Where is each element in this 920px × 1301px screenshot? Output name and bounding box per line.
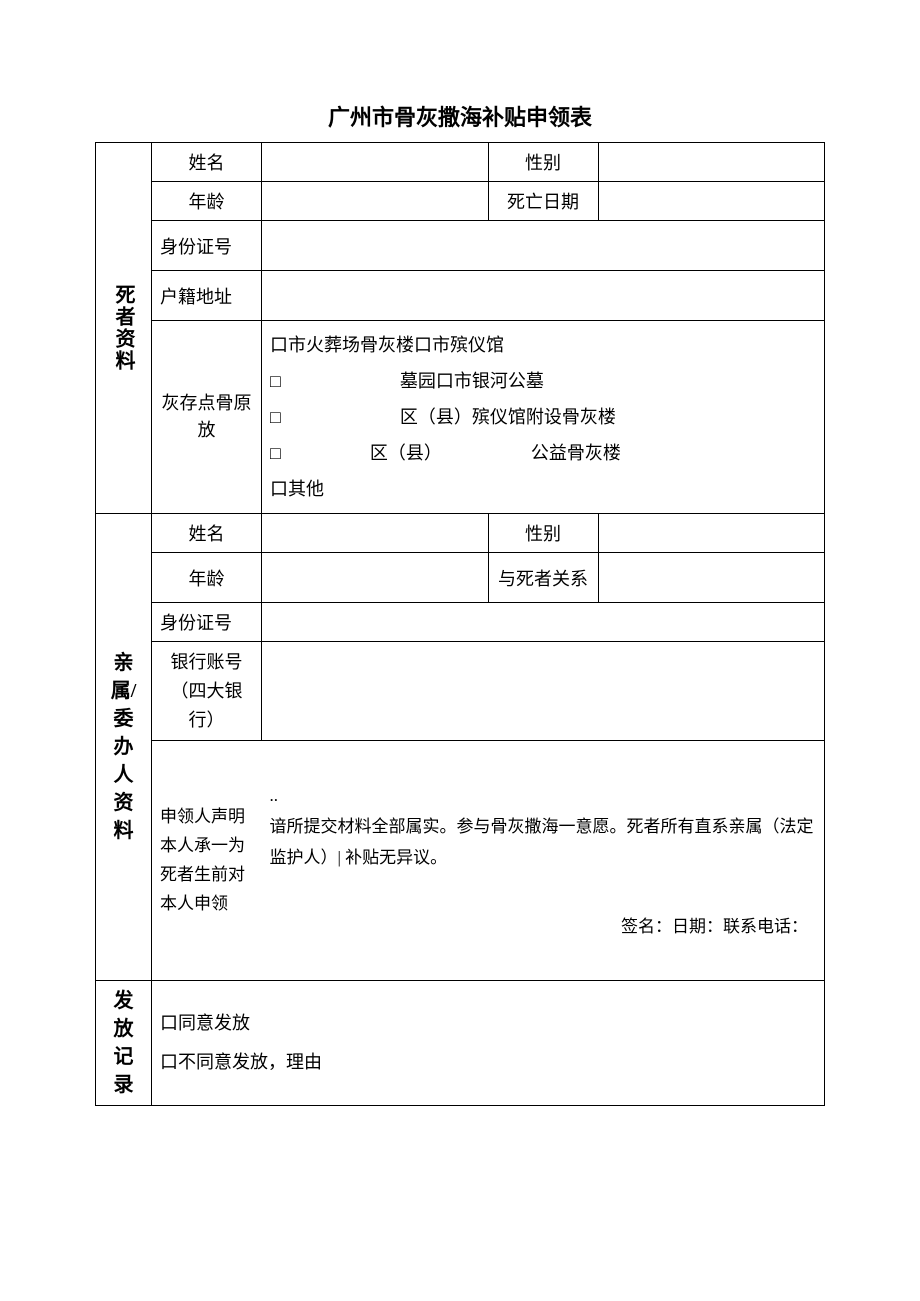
storage-opt-2-text: 墓园口市银河公墓 [400, 371, 544, 391]
bank-label-line1: 银行账号 [160, 648, 253, 677]
signature-block[interactable]: 签名：日期：联系电话： [270, 913, 817, 940]
storage-opt-2[interactable]: □ 墓园口市银河公墓 [270, 363, 816, 399]
deceased-address-label: 户籍地址 [152, 271, 262, 321]
death-date-value[interactable] [598, 182, 825, 221]
section-relative-header: 亲属/委办人资料 [96, 514, 152, 981]
storage-opt-3[interactable]: □ 区（县）殡仪馆附设骨灰楼 [270, 399, 816, 435]
declaration-dots: .. [270, 781, 817, 812]
declaration-body: .. 谙所提交材料全部属实。参与骨灰撒海一意愿。死者所有直系亲属（法定监护人）|… [262, 741, 825, 981]
deceased-age-label: 年龄 [152, 182, 262, 221]
storage-opt-5[interactable]: 口其他 [270, 471, 816, 507]
relative-gender-value[interactable] [598, 514, 825, 553]
storage-location-options[interactable]: 口市火葬场骨灰楼口市殡仪馆 □ 墓园口市银河公墓 □ 区（县）殡仪馆附设骨灰楼 … [262, 321, 825, 514]
death-date-label: 死亡日期 [488, 182, 598, 221]
bank-account-label: 银行账号 （四大银行） [152, 642, 262, 741]
relative-gender-label: 性别 [488, 514, 598, 553]
deceased-age-value[interactable] [262, 182, 489, 221]
deceased-gender-label: 性别 [488, 143, 598, 182]
relative-age-value[interactable] [262, 553, 489, 603]
deceased-address-value[interactable] [262, 271, 825, 321]
deceased-gender-value[interactable] [598, 143, 825, 182]
bank-label-line2: （四大银行） [160, 677, 253, 735]
storage-opt-4[interactable]: □ 区（县） 公益骨灰楼 [270, 435, 816, 471]
deceased-id-value[interactable] [262, 221, 825, 271]
storage-opt-4-end: 公益骨灰楼 [531, 443, 621, 463]
checkbox-icon[interactable]: □ [270, 371, 281, 391]
declaration-main-text: 谙所提交材料全部属实。参与骨灰撒海一意愿。死者所有直系亲属（法定监护人）| 补贴… [270, 812, 817, 873]
storage-opt-1[interactable]: 口市火葬场骨灰楼口市殡仪馆 [270, 327, 816, 363]
relative-name-label: 姓名 [152, 514, 262, 553]
form-title: 广州市骨灰撒海补贴申领表 [95, 100, 825, 132]
storage-location-label: 灰存点骨原放 [152, 321, 262, 514]
bank-account-value[interactable] [262, 642, 825, 741]
relative-name-value[interactable] [262, 514, 489, 553]
record-opt-disagree[interactable]: 口不同意发放，理由 [160, 1043, 816, 1083]
declaration-left-text: 申领人声明本人承一为死者生前对本人申领 [152, 741, 262, 981]
relation-label: 与死者关系 [488, 553, 598, 603]
relative-id-label: 身份证号 [152, 603, 262, 642]
storage-opt-3-text: 区（县）殡仪馆附设骨灰楼 [400, 407, 616, 427]
issuance-record-options[interactable]: 口同意发放 口不同意发放，理由 [152, 981, 825, 1106]
deceased-name-label: 姓名 [152, 143, 262, 182]
storage-opt-4-mid: 区（县） [370, 443, 442, 463]
relation-value[interactable] [598, 553, 825, 603]
relative-id-value[interactable] [262, 603, 825, 642]
section-record-header: 发放记录 [96, 981, 152, 1106]
relative-age-label: 年龄 [152, 553, 262, 603]
deceased-name-value[interactable] [262, 143, 489, 182]
checkbox-icon[interactable]: □ [270, 443, 281, 463]
deceased-id-label: 身份证号 [152, 221, 262, 271]
record-opt-agree[interactable]: 口同意发放 [160, 1004, 816, 1044]
application-form-table: 死者资料 姓名 性别 年龄 死亡日期 身份证号 户籍地址 灰存点骨原放 口市火葬… [95, 142, 825, 1106]
section-deceased-header: 死者资料 [96, 143, 152, 514]
checkbox-icon[interactable]: □ [270, 407, 281, 427]
